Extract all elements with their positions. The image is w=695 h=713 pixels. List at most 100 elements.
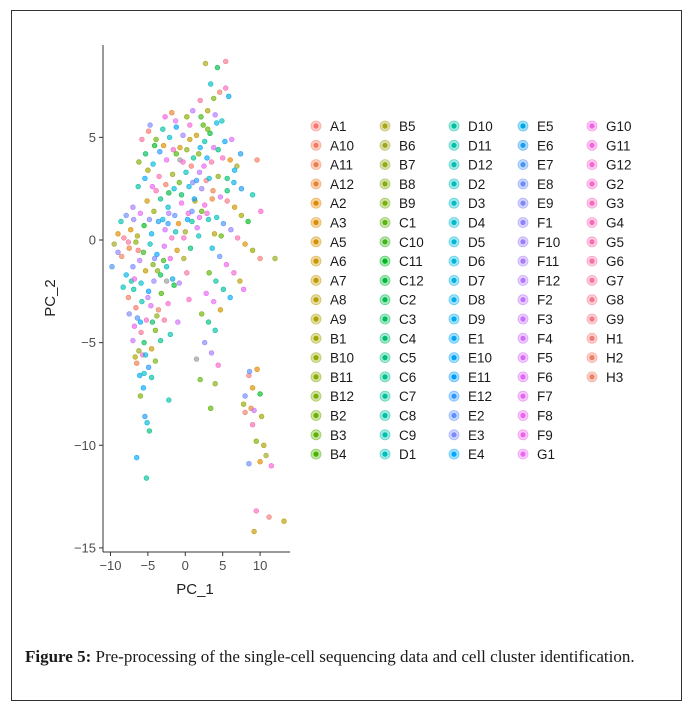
data-point-C8-212 — [202, 138, 208, 145]
data-point-B11-233 — [215, 173, 221, 180]
data-point-E8-6 — [246, 461, 252, 467]
legend-label: F11 — [537, 254, 559, 269]
data-point-D3-63 — [163, 264, 170, 270]
legend-label: E5 — [537, 119, 554, 134]
data-point-B6-89 — [182, 229, 189, 235]
data-point-A12-155 — [169, 109, 175, 116]
legend-key-dot — [313, 432, 319, 438]
data-point-C9-255 — [167, 331, 174, 338]
legend-label: H1 — [606, 331, 623, 346]
pca-scatter-chart: 50−5−10−15 −10 −5 0 5 10 PC_1 PC_2 A1A10A11A… — [42, 45, 632, 598]
data-point-B4-218 — [173, 151, 180, 157]
legend-item-F4: F4 — [517, 331, 553, 346]
data-point-D6-119 — [150, 161, 156, 167]
legend-label: D1 — [399, 447, 416, 462]
data-point-E3-58 — [130, 264, 136, 270]
caption-label: Figure 5: — [25, 647, 92, 666]
data-point-E10-159 — [222, 138, 228, 145]
legend-item-F5: F5 — [517, 351, 553, 366]
data-point-G1-259 — [172, 118, 179, 124]
legend-key-dot — [382, 355, 388, 361]
data-point-G5-12 — [249, 422, 256, 428]
data-point-E11-214 — [191, 196, 198, 202]
legend-label: B7 — [399, 158, 416, 173]
data-point-B1-247 — [145, 167, 151, 173]
data-point-B3-103 — [199, 208, 205, 215]
data-point-F9-251 — [196, 214, 203, 221]
data-point-B12-117 — [136, 159, 142, 165]
data-point-B3-22 — [208, 405, 214, 411]
legend-key-dot — [313, 239, 319, 245]
data-point-A1-210 — [188, 163, 195, 169]
data-point-D10-256 — [148, 374, 155, 381]
legend-item-B3: B3 — [310, 428, 347, 443]
data-point-C9-181 — [249, 192, 256, 198]
legend-label: B4 — [330, 447, 347, 462]
data-point-D6-25 — [144, 420, 150, 426]
legend-key-dot — [520, 142, 526, 148]
data-point-G3-161 — [220, 155, 226, 161]
data-point-B1-82 — [134, 233, 141, 239]
data-point-B8-202 — [212, 381, 218, 387]
legend-label: B6 — [399, 138, 416, 153]
legend-item-F1: F1 — [517, 216, 553, 231]
legend-item-H3: H3 — [586, 370, 623, 385]
data-point-E3-141 — [147, 122, 153, 128]
y-tick-label: 5 — [89, 130, 96, 145]
data-point-E12-31 — [145, 364, 152, 370]
legend-item-B2: B2 — [310, 409, 347, 424]
legend-item-F8: F8 — [517, 409, 553, 424]
data-point-B10-96 — [151, 208, 157, 215]
data-point-G7-143 — [197, 97, 203, 104]
data-point-B10-177 — [249, 247, 256, 254]
data-point-D6-206 — [186, 183, 192, 190]
legend-key-dot — [382, 239, 388, 245]
data-point-B5-148 — [202, 60, 209, 67]
legend-label: B3 — [330, 428, 347, 443]
legend-item-B12: B12 — [310, 389, 354, 404]
legend-item-A11: A11 — [310, 158, 353, 173]
legend-label: C10 — [399, 235, 424, 250]
data-point-G8-80 — [121, 235, 127, 241]
legend-label: F8 — [537, 409, 553, 424]
legend-item-G10: G10 — [586, 119, 632, 134]
data-point-B3-254 — [218, 233, 224, 239]
data-point-D4-51 — [138, 280, 144, 286]
legend-key-dot — [520, 123, 526, 129]
legend-label: C12 — [399, 273, 424, 288]
figure-caption: Figure 5: Pre-processing of the single-c… — [25, 645, 680, 668]
legend-label: E7 — [537, 158, 554, 173]
legend-item-D10: D10 — [448, 119, 493, 134]
data-point-B9-145 — [211, 95, 217, 102]
legend-key-dot — [589, 277, 595, 283]
legend-label: G6 — [606, 254, 624, 269]
legend-label: C6 — [399, 370, 416, 385]
data-point-D12-172 — [214, 214, 220, 221]
data-point-D1-71 — [147, 241, 153, 247]
legend-key-dot — [382, 123, 388, 129]
data-point-D4-213 — [206, 175, 212, 182]
data-point-G11-252 — [204, 210, 210, 217]
data-point-D1-228 — [172, 229, 179, 235]
legend-item-F7: F7 — [517, 389, 553, 404]
legend-item-F10: F10 — [517, 235, 560, 250]
data-point-E7-173 — [220, 220, 227, 227]
legend-key-dot — [589, 142, 595, 148]
legend-key-dot — [451, 181, 457, 187]
legend-item-D9: D9 — [448, 312, 485, 327]
data-point-D12-91 — [196, 233, 202, 239]
data-point-D5-183 — [209, 245, 215, 251]
legend-item-D8: D8 — [448, 293, 485, 308]
legend-key-dot — [313, 316, 319, 322]
data-point-C3-36 — [141, 339, 147, 346]
legend-label: A11 — [330, 158, 353, 173]
legend-item-F11: F11 — [517, 254, 559, 269]
data-point-E2-21 — [246, 368, 253, 375]
data-point-F4-237 — [175, 319, 181, 325]
data-point-A2-162 — [227, 157, 233, 163]
legend-item-E2: E2 — [448, 409, 485, 424]
data-point-A12-68 — [126, 245, 132, 251]
data-point-C7-90 — [189, 218, 195, 225]
legend-item-A2: A2 — [310, 196, 347, 211]
data-point-C5-97 — [157, 196, 164, 202]
